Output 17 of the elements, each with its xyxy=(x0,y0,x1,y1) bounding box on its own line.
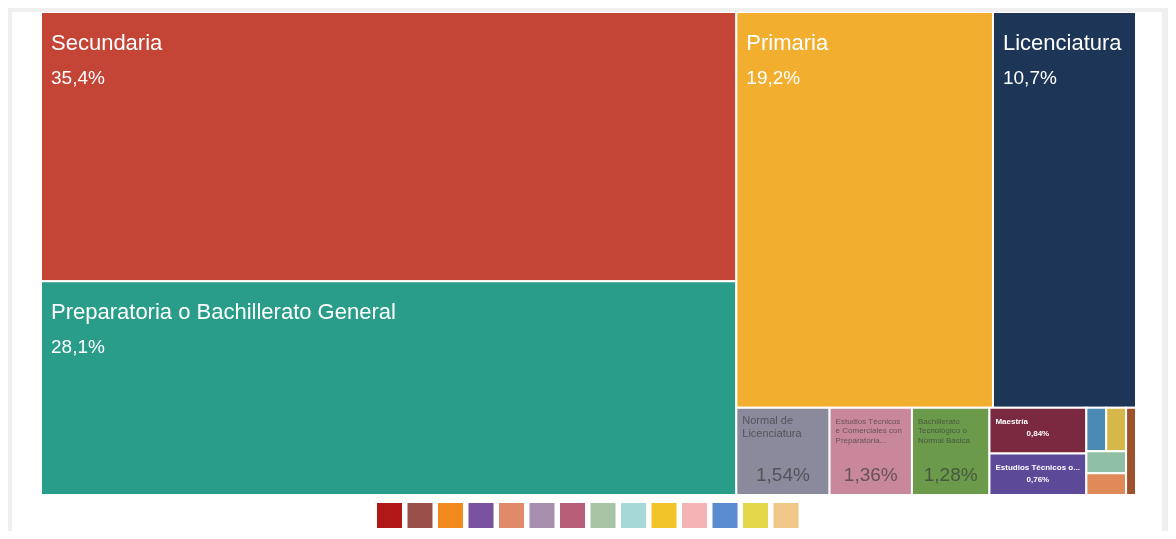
category-label: Primaria xyxy=(746,30,829,55)
data-label: 35,4% xyxy=(51,67,105,88)
data-label: 1,28% xyxy=(923,464,978,485)
data-label: 0,84% xyxy=(1026,429,1050,439)
category-label: Estudios Técnicos o... xyxy=(995,462,1080,472)
data-label: 10,7% xyxy=(1002,67,1057,88)
category-label: Licenciatura xyxy=(1002,30,1123,55)
data-label: 1,36% xyxy=(843,464,898,485)
category-label: Secundaria xyxy=(51,30,164,55)
category-label: Maestría xyxy=(995,416,1029,426)
data-label: 19,2% xyxy=(746,67,801,88)
data-label: 1,54% xyxy=(756,464,810,485)
category-label: Estudios Técnicos e Comerciales con Preparatoria... xyxy=(835,416,902,445)
category-label: Preparatoria o Bachillerato General xyxy=(51,299,396,325)
data-label: 28,1% xyxy=(51,336,105,358)
category-label: Normal de Licenciatura xyxy=(742,413,803,439)
data-label: 0,76% xyxy=(1026,475,1050,485)
